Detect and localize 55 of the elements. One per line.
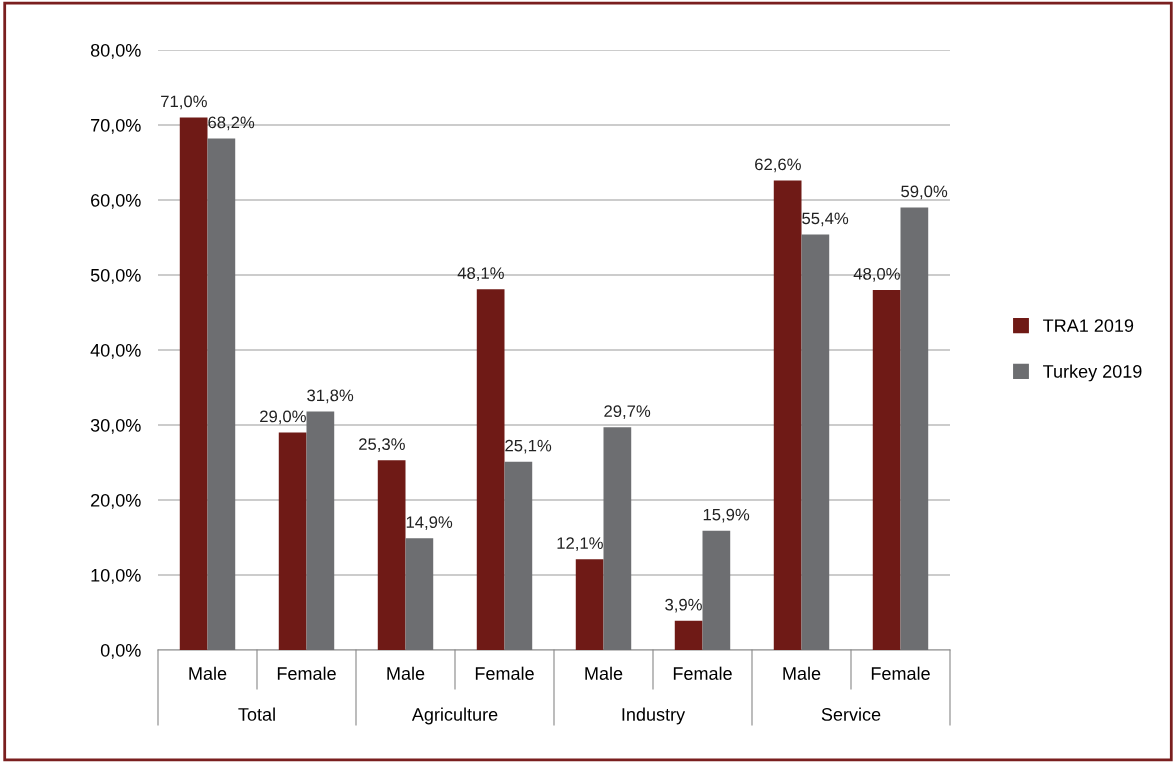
y-tick-label: 40,0%: [90, 343, 141, 359]
data-label: 68,2%: [208, 116, 255, 131]
x-tick-label: Male: [189, 666, 227, 680]
bar: [207, 138, 236, 650]
text: Service: [821, 707, 881, 721]
bar: [377, 460, 406, 650]
data-label: 25,1%: [505, 439, 552, 454]
bar: [504, 461, 533, 650]
data-label: 29,0%: [260, 410, 306, 425]
legend-label: Turkey 2019: [1043, 364, 1142, 382]
bar: [179, 117, 208, 650]
text: Industry: [622, 707, 686, 725]
data-label: 29,7%: [604, 405, 651, 419]
data-label: 31,8%: [307, 389, 354, 404]
bar: [603, 427, 632, 650]
y-tick-label: 80,0%: [90, 43, 141, 59]
bar: [900, 207, 929, 650]
data-label: 48,1%: [457, 267, 504, 281]
bar: [306, 411, 335, 650]
x-tick-label: Male: [387, 666, 425, 680]
data-label: 3,9%: [665, 598, 702, 613]
x-tick-label: Female: [673, 666, 732, 680]
x-tick-label: Female: [475, 666, 534, 680]
y-tick-label: 60,0%: [91, 193, 141, 209]
bar: [278, 432, 307, 650]
bar: [801, 234, 830, 650]
data-label: 15,9%: [703, 508, 750, 523]
text: Total: [238, 707, 275, 721]
data-label: 59,0%: [901, 185, 948, 200]
x-tick-label: Male: [783, 666, 821, 680]
data-label: 62,6%: [755, 158, 801, 173]
bar: [702, 530, 731, 650]
x-tick-label: Male: [585, 666, 623, 680]
y-tick-label: 50,0%: [90, 268, 141, 284]
y-tick-label: 20,0%: [91, 493, 141, 509]
bar: [575, 559, 604, 650]
bar: [674, 620, 703, 650]
bar: [773, 180, 802, 650]
bar: [476, 289, 505, 650]
y-tick-label: 0,0%: [100, 643, 141, 659]
data-label: 55,4%: [802, 212, 849, 227]
x-tick-label: Female: [277, 666, 336, 680]
legend-label: TRA1 2019: [1043, 319, 1134, 332]
data-label: 48,0%: [853, 267, 900, 282]
y-tick-label: 30,0%: [90, 418, 141, 434]
bar: [872, 290, 901, 650]
text: Agriculture: [411, 707, 498, 725]
data-label: 71,0%: [161, 95, 207, 110]
bar: [405, 538, 434, 650]
y-tick-label: 10,0%: [91, 568, 141, 584]
y-tick-label: 70,0%: [91, 118, 141, 134]
x-tick-label: Female: [871, 666, 930, 680]
data-label: 12,1%: [557, 537, 603, 551]
data-label: 25,3%: [359, 438, 405, 452]
data-label: 14,9%: [406, 516, 453, 530]
